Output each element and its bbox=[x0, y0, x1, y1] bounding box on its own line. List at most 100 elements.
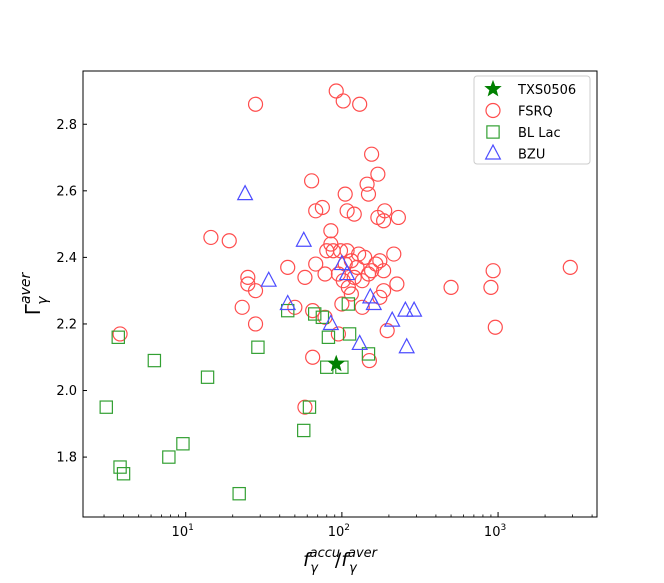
y-tick-label: 2.4 bbox=[56, 251, 77, 266]
x-tick-base: 10 bbox=[484, 525, 501, 540]
x-tick-exp: 2 bbox=[344, 523, 350, 533]
legend-item: TXS0506 bbox=[484, 79, 576, 98]
data-point-circle bbox=[372, 253, 388, 269]
data-point-circle bbox=[483, 279, 499, 295]
x-axis-label: faccu γ/faver γ bbox=[303, 546, 379, 576]
data-point-circle bbox=[346, 206, 362, 222]
data-point-circle bbox=[370, 166, 386, 182]
legend-item: FSRQ bbox=[485, 102, 553, 120]
data-point-circle bbox=[287, 299, 303, 315]
data-point-circle bbox=[376, 213, 392, 229]
data-point-circle bbox=[319, 243, 335, 259]
data-point-square bbox=[307, 307, 322, 321]
x-tick-exp: 3 bbox=[500, 523, 506, 533]
y-tick-label: 2.8 bbox=[56, 118, 77, 133]
x-label-sup2: aver bbox=[348, 546, 379, 561]
y-label-base: Γ bbox=[21, 303, 45, 315]
data-point-square bbox=[116, 467, 131, 481]
y-tick-label: 2.2 bbox=[56, 317, 77, 332]
legend-item: BZU bbox=[484, 143, 545, 163]
data-point-circle bbox=[234, 299, 250, 315]
x-label-slash: / bbox=[335, 549, 342, 571]
data-point-circle bbox=[377, 203, 393, 219]
plot-frame bbox=[82, 70, 598, 518]
legend-label: BL Lac bbox=[518, 126, 561, 141]
data-point-circle bbox=[379, 323, 395, 339]
data-point-square bbox=[280, 303, 295, 318]
data-point-circle bbox=[297, 399, 313, 415]
data-point-circle bbox=[352, 96, 368, 112]
data-point-circle bbox=[247, 316, 264, 332]
data-point-square bbox=[251, 340, 265, 354]
data-point-circle bbox=[386, 246, 402, 262]
data-point-circle bbox=[339, 203, 355, 219]
data-point-triangle bbox=[333, 254, 351, 271]
x-tick-base: 10 bbox=[328, 525, 345, 540]
y-tick-label: 1.8 bbox=[56, 451, 77, 466]
data-point-triangle bbox=[365, 294, 383, 311]
x-tick-label: 103 bbox=[484, 523, 506, 540]
data-point-circle bbox=[203, 229, 219, 246]
data-point-square bbox=[200, 370, 215, 384]
y-label-sup: aver bbox=[18, 272, 34, 304]
data-point-circle bbox=[562, 259, 578, 275]
series-bzu bbox=[236, 184, 423, 354]
data-point-square bbox=[341, 297, 356, 311]
data-point-triangle bbox=[397, 300, 414, 317]
data-point-circle bbox=[357, 249, 373, 265]
x-label-base: f bbox=[303, 549, 313, 571]
data-point-triangle bbox=[295, 231, 313, 247]
data-point-circle bbox=[323, 223, 339, 239]
data-point-triangle bbox=[351, 334, 369, 351]
data-point-circle bbox=[240, 269, 256, 285]
data-point-circle bbox=[485, 263, 501, 279]
data-point-circle bbox=[354, 299, 370, 315]
data-point-circle bbox=[487, 319, 503, 335]
x-label-sub1: γ bbox=[310, 561, 319, 576]
data-point-circle bbox=[359, 176, 375, 192]
legend-label: BZU bbox=[518, 148, 545, 163]
data-point-triangle bbox=[405, 300, 423, 317]
data-point-triangle bbox=[322, 314, 340, 331]
x-tick-exp: 1 bbox=[188, 523, 194, 533]
legend-marker-triangle bbox=[484, 143, 502, 160]
data-point-square bbox=[176, 437, 190, 451]
data-point-circle bbox=[364, 263, 380, 279]
data-point-square bbox=[147, 353, 162, 368]
legend-marker-star bbox=[484, 79, 502, 97]
data-point-circle bbox=[337, 186, 353, 202]
y-axis-label: Γaverγ bbox=[18, 272, 51, 316]
data-point-square bbox=[361, 347, 376, 361]
data-point-square bbox=[342, 327, 357, 341]
y-tick-label: 2.6 bbox=[56, 184, 77, 199]
legend-items: TXS0506 FSRQ BL Lac BZU bbox=[484, 79, 576, 163]
x-label-sup1: accu bbox=[310, 546, 341, 561]
y-label-sub: γ bbox=[35, 296, 51, 305]
data-point-square bbox=[302, 400, 317, 414]
x-tick-label: 101 bbox=[172, 523, 194, 540]
data-point-circle bbox=[443, 279, 459, 295]
data-point-star bbox=[327, 354, 345, 372]
data-point-square bbox=[321, 330, 336, 344]
data-point-square bbox=[232, 486, 246, 501]
data-point-circle bbox=[305, 349, 321, 365]
data-point-square bbox=[99, 400, 113, 414]
legend-box bbox=[473, 75, 591, 165]
data-point-circle bbox=[314, 199, 330, 216]
data-point-circle bbox=[280, 259, 296, 275]
data-point-circle bbox=[330, 326, 347, 342]
data-point-circle bbox=[112, 326, 128, 342]
data-point-circle bbox=[334, 296, 350, 312]
data-points bbox=[99, 83, 578, 501]
data-point-circle bbox=[335, 93, 351, 109]
data-point-circle bbox=[247, 283, 264, 299]
data-point-triangle bbox=[236, 184, 254, 201]
data-point-circle bbox=[349, 259, 365, 275]
y-tick-label: 2.0 bbox=[56, 384, 77, 399]
data-point-square bbox=[297, 423, 311, 438]
legend-marker-circle bbox=[485, 102, 501, 119]
legend-marker-square bbox=[486, 125, 500, 139]
legend: TXS0506 FSRQ BL Lac BZU bbox=[473, 75, 591, 165]
